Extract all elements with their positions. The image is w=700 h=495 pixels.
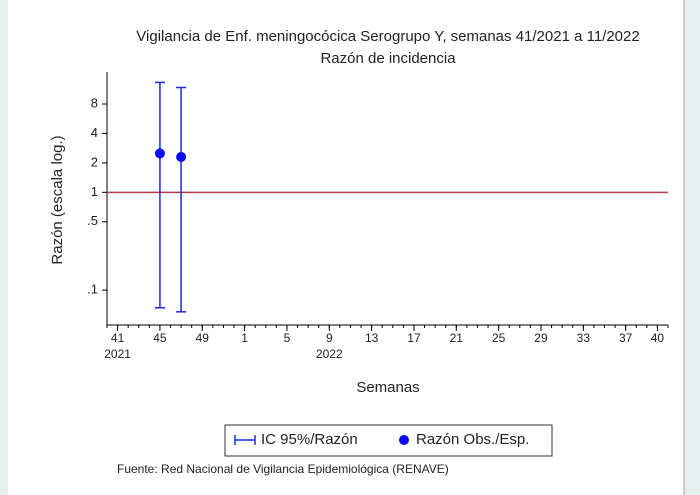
x-tick-label: 13	[365, 331, 379, 345]
y-tick-label: .5	[87, 213, 98, 228]
y-axis-label: Razón (escala log.)	[49, 135, 66, 264]
y-tick-label: 1	[91, 184, 98, 199]
x-tick-label: 21	[450, 331, 464, 345]
x-year-label: 2021	[104, 347, 131, 361]
x-tick-label: 17	[407, 331, 421, 345]
y-tick-label: 2	[91, 154, 98, 169]
x-axis-label: Semanas	[356, 379, 419, 396]
legend-label: IC 95%/Razón	[261, 431, 358, 448]
x-tick-label: 40	[651, 331, 665, 345]
source-note: Fuente: Red Nacional de Vigilancia Epide…	[117, 462, 449, 476]
x-tick-label: 45	[153, 331, 167, 345]
legend-label: Razón Obs./Esp.	[416, 431, 529, 448]
chart-subtitle: Razón de incidencia	[320, 50, 456, 67]
x-tick-label: 25	[492, 331, 506, 345]
chart-title: Vigilancia de Enf. meningocócica Serogru…	[136, 28, 639, 45]
x-tick-label: 37	[619, 331, 633, 345]
x-year-label: 2022	[316, 347, 343, 361]
x-tick-label: 41	[111, 331, 125, 345]
x-tick-label: 9	[326, 331, 333, 345]
x-tick-label: 33	[577, 331, 591, 345]
x-tick-label: 5	[284, 331, 291, 345]
y-tick-label: 4	[91, 125, 98, 140]
data-point	[154, 148, 165, 159]
y-tick-label: 8	[91, 95, 98, 110]
data-point	[176, 151, 187, 162]
x-tick-label: 29	[534, 331, 548, 345]
x-tick-label: 1	[241, 331, 248, 345]
legend-box	[224, 424, 553, 457]
legend-symbol-point	[399, 435, 409, 445]
y-tick-label: .1	[87, 282, 98, 297]
chart-background	[8, 0, 684, 495]
x-tick-label: 49	[196, 331, 210, 345]
